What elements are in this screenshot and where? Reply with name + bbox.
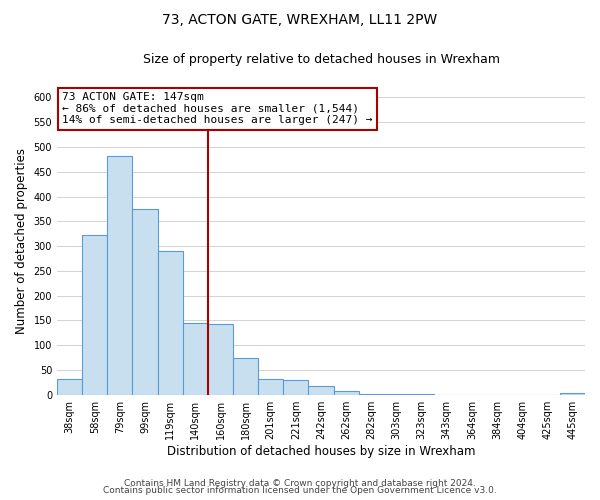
Text: Contains public sector information licensed under the Open Government Licence v3: Contains public sector information licen… — [103, 486, 497, 495]
Y-axis label: Number of detached properties: Number of detached properties — [15, 148, 28, 334]
Text: Contains HM Land Registry data © Crown copyright and database right 2024.: Contains HM Land Registry data © Crown c… — [124, 478, 476, 488]
Bar — [82, 235, 107, 394]
Bar — [233, 358, 258, 395]
Bar — [57, 379, 82, 394]
Text: 73, ACTON GATE, WREXHAM, LL11 2PW: 73, ACTON GATE, WREXHAM, LL11 2PW — [163, 12, 437, 26]
Bar — [334, 391, 359, 394]
Bar — [560, 393, 585, 394]
Bar — [308, 386, 334, 394]
Bar — [258, 380, 283, 394]
Bar — [133, 209, 158, 394]
Bar — [208, 324, 233, 394]
Title: Size of property relative to detached houses in Wrexham: Size of property relative to detached ho… — [143, 52, 500, 66]
X-axis label: Distribution of detached houses by size in Wrexham: Distribution of detached houses by size … — [167, 444, 475, 458]
Text: 73 ACTON GATE: 147sqm
← 86% of detached houses are smaller (1,544)
14% of semi-d: 73 ACTON GATE: 147sqm ← 86% of detached … — [62, 92, 373, 126]
Bar — [107, 156, 133, 394]
Bar — [283, 380, 308, 394]
Bar — [183, 323, 208, 394]
Bar — [158, 251, 183, 394]
